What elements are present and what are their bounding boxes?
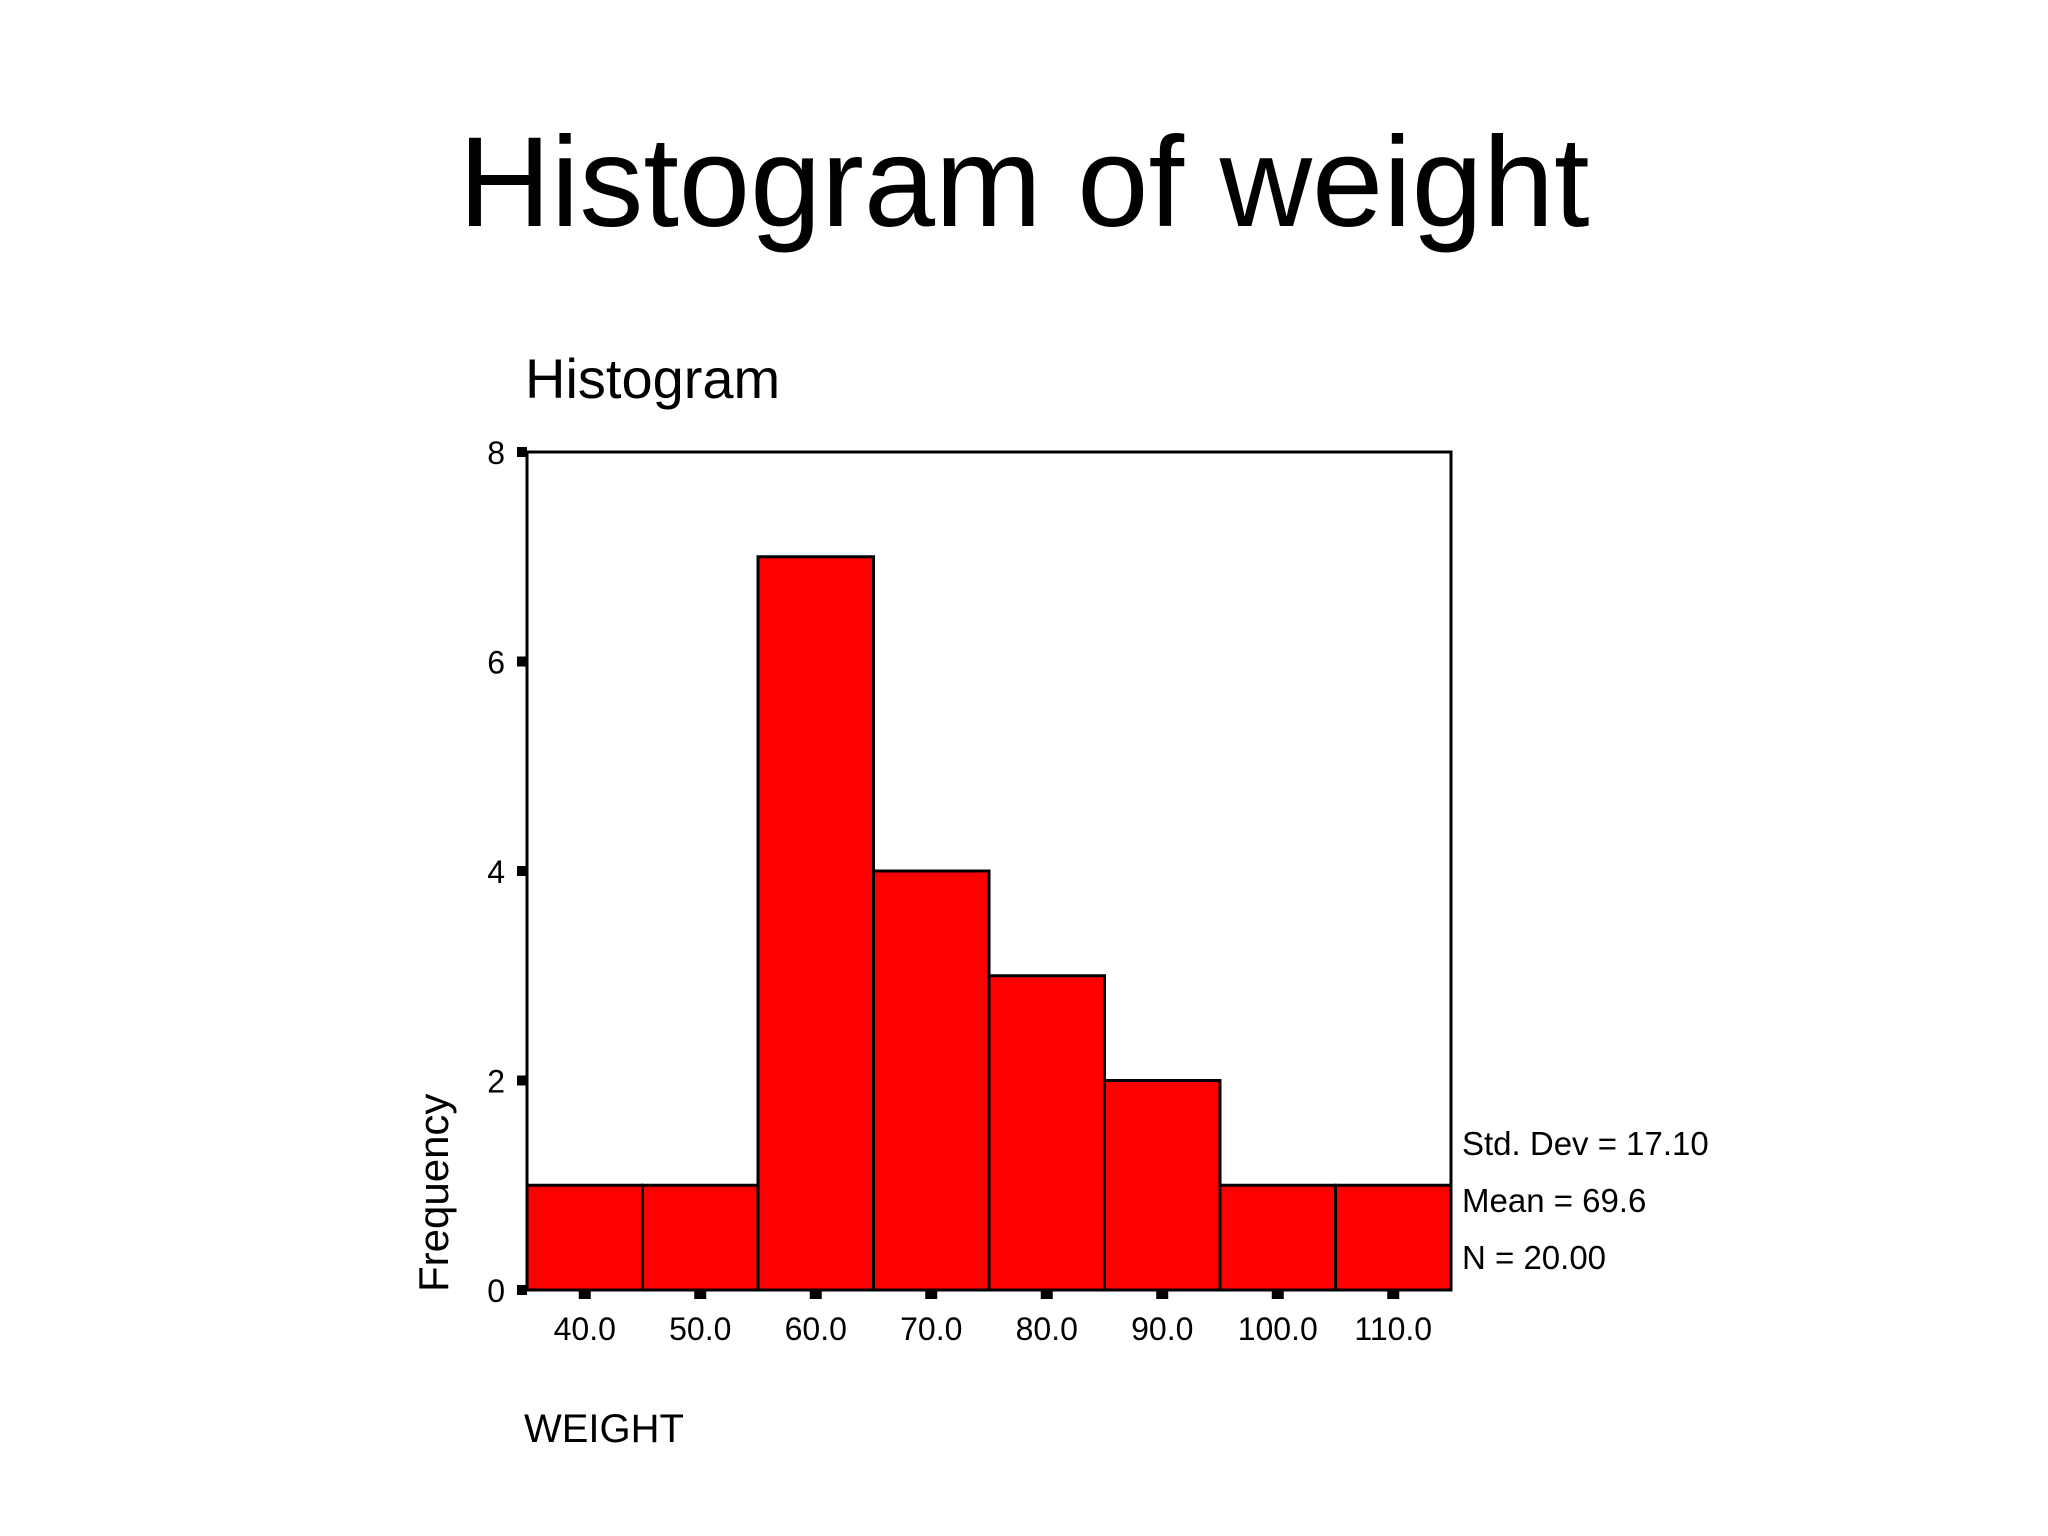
histogram-bar xyxy=(1103,1079,1222,1292)
plot-area: 0 2 4 6 8 40.0 50.0 60.0 70.0 80.0 90.0 100.0 110.0 xyxy=(487,435,1453,1347)
x-tick-label: 60.0 xyxy=(785,1311,847,1347)
x-tick-label: 50.0 xyxy=(669,1311,731,1347)
mean-stat: Mean = 69.6 xyxy=(1462,1182,1646,1219)
x-tick-mark xyxy=(1040,1290,1053,1299)
x-tick-label: 80.0 xyxy=(1016,1311,1078,1347)
x-tick-mark xyxy=(578,1290,591,1299)
n-stat: N = 20.00 xyxy=(1462,1239,1606,1276)
histogram-bar xyxy=(1218,1183,1337,1292)
histogram-bar xyxy=(525,1183,644,1292)
histogram-bar xyxy=(987,974,1106,1292)
stats-box: Std. Dev = 17.10 Mean = 69.6 N = 20.00 xyxy=(1462,1125,1709,1276)
y-tick-mark xyxy=(517,1285,527,1295)
y-tick-mark xyxy=(517,656,527,667)
y-tick-label: 2 xyxy=(487,1064,505,1100)
x-tick-mark xyxy=(809,1290,822,1299)
y-tick-mark xyxy=(517,447,527,457)
chart-title: Histogram xyxy=(525,347,780,410)
x-axis-label: WEIGHT xyxy=(524,1407,684,1451)
histogram-bar xyxy=(872,869,991,1292)
y-tick-label: 6 xyxy=(487,645,505,681)
x-tick-label: 70.0 xyxy=(900,1311,962,1347)
x-tick-mark xyxy=(1156,1290,1169,1299)
slide-title: Histogram of weight xyxy=(458,111,1590,254)
x-tick-mark xyxy=(1387,1290,1400,1299)
y-tick-mark xyxy=(517,866,527,876)
x-tick-mark xyxy=(694,1290,707,1299)
histogram-bar xyxy=(756,555,875,1292)
y-tick-label: 0 xyxy=(487,1273,505,1309)
x-tick-label: 100.0 xyxy=(1238,1311,1318,1347)
y-axis-label: Frequency xyxy=(410,1094,457,1292)
y-tick-mark xyxy=(517,1075,527,1086)
y-tick-label: 4 xyxy=(487,854,505,890)
histogram-bar xyxy=(641,1183,760,1292)
x-tick-label: 90.0 xyxy=(1131,1311,1193,1347)
x-tick-label: 40.0 xyxy=(554,1311,616,1347)
x-tick-label: 110.0 xyxy=(1354,1311,1432,1347)
x-tick-mark xyxy=(1271,1290,1284,1299)
histogram-bar xyxy=(1334,1183,1453,1292)
y-tick-label: 8 xyxy=(487,435,505,471)
std-dev-stat: Std. Dev = 17.10 xyxy=(1462,1125,1709,1162)
x-tick-mark xyxy=(925,1290,938,1299)
